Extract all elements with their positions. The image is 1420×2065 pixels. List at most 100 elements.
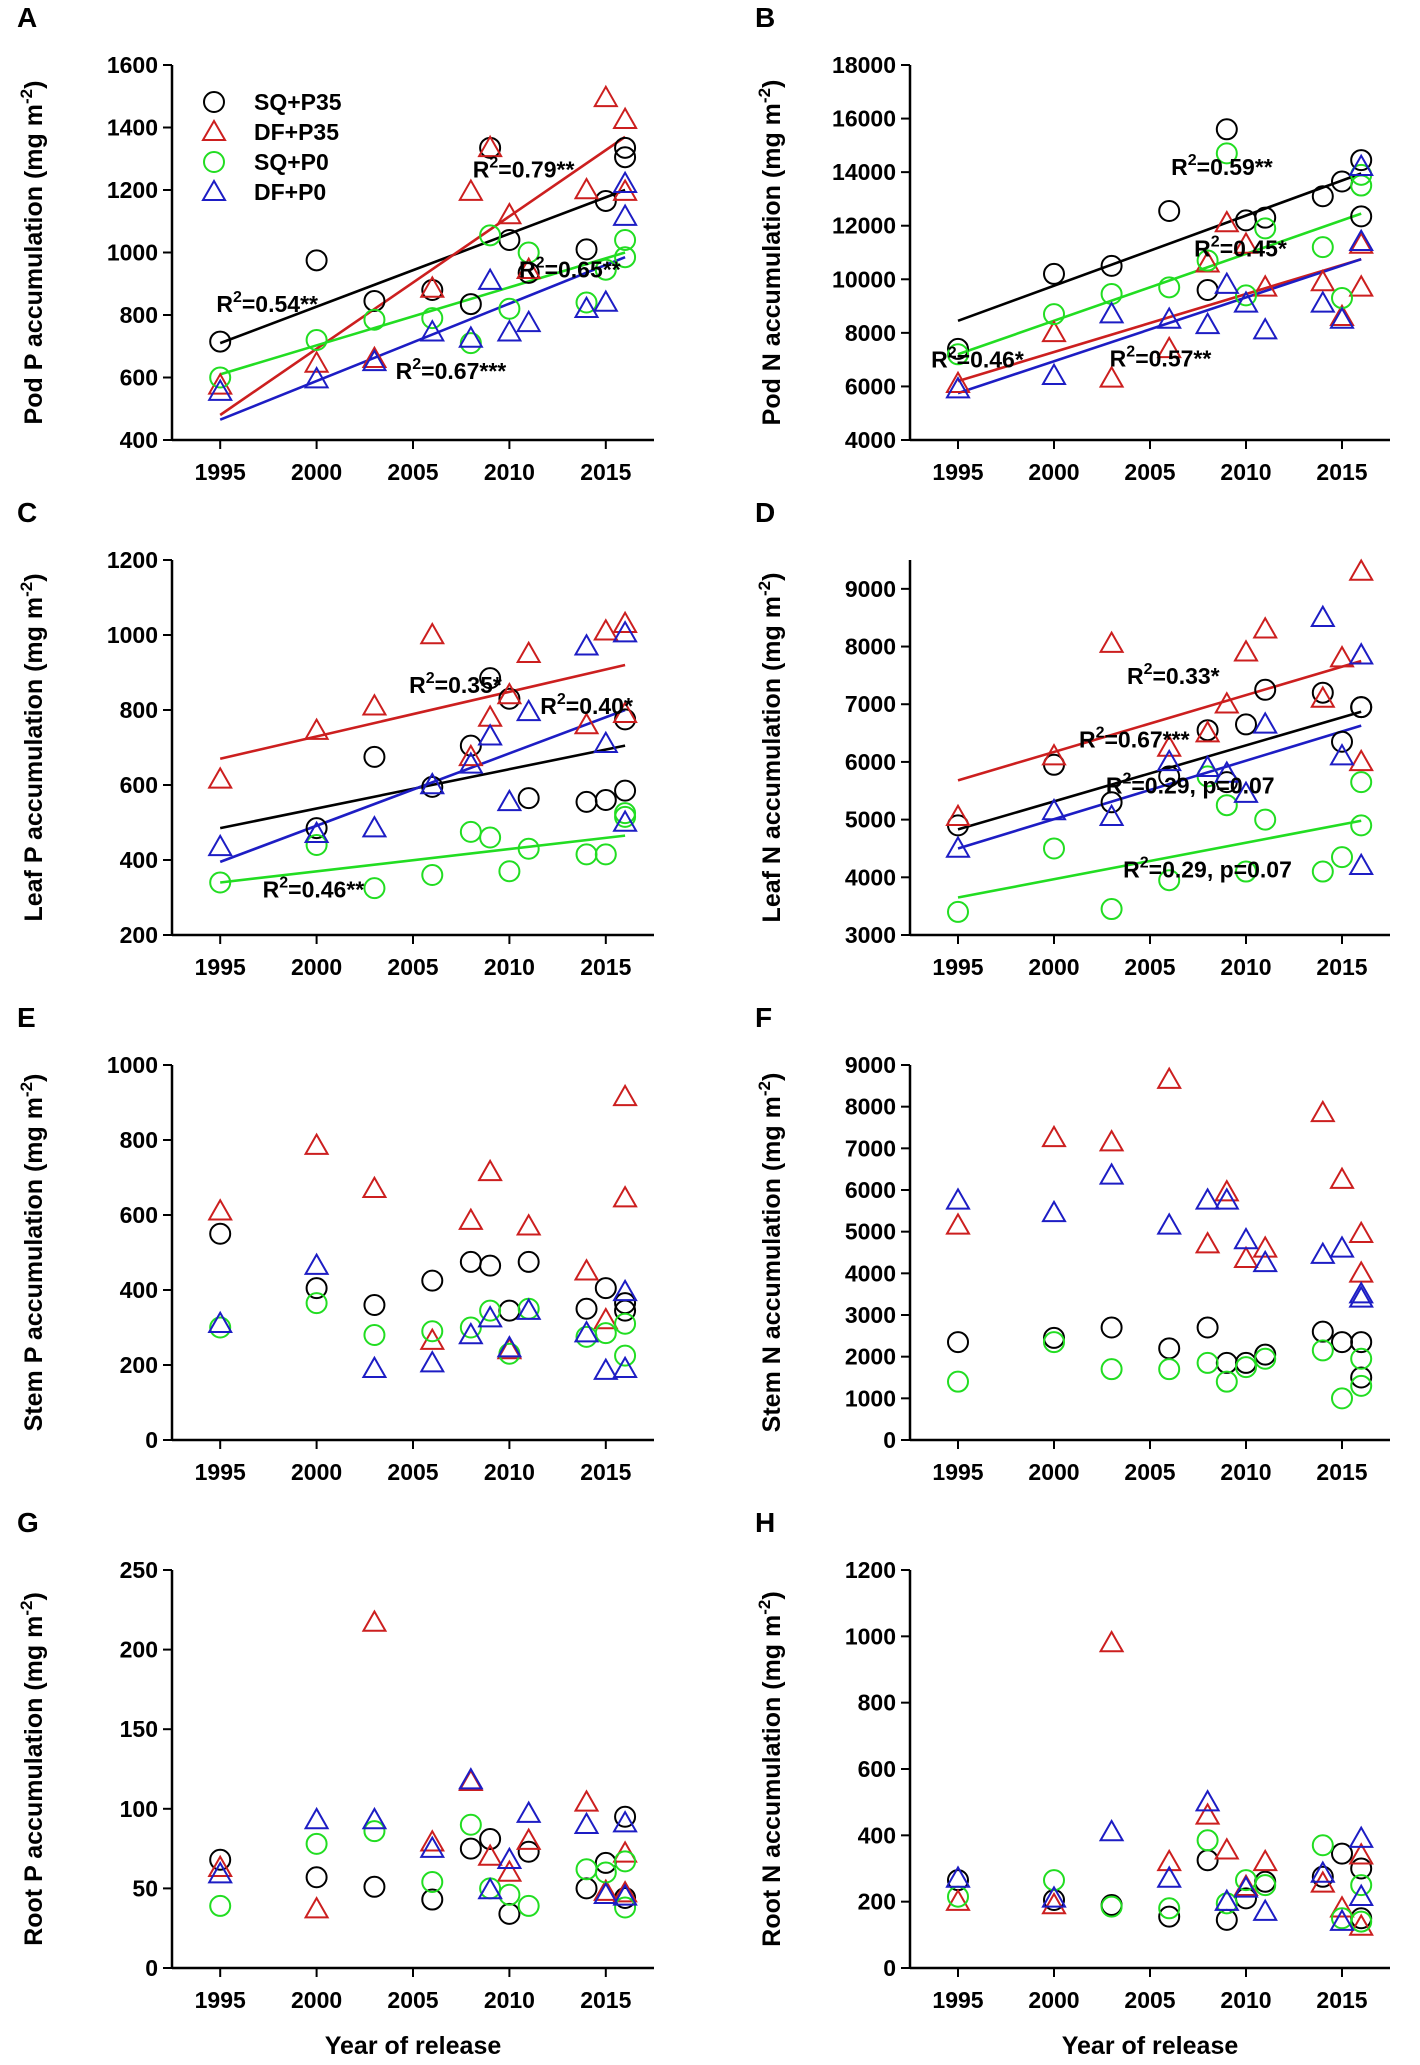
point-df-p35 (593, 618, 619, 641)
x-tick-label: 2005 (1124, 1987, 1175, 2013)
y-tick-label: 600 (120, 365, 158, 391)
legend-label-df-p35: DF+P35 (254, 119, 339, 145)
r2-symbol: R (1110, 345, 1127, 371)
point-sq-p0 (947, 900, 969, 923)
point-sq-p35 (1158, 1905, 1181, 1928)
point-df-p35 (477, 1843, 503, 1866)
point-sq-p0 (614, 1850, 637, 1873)
point-sq-p35 (479, 1828, 502, 1851)
point-sq-p35 (459, 1250, 482, 1273)
x-axis-title: Year of release (1062, 2032, 1239, 2060)
x-tick-label: 1995 (932, 954, 983, 980)
r2-superscript: 2 (1188, 152, 1197, 169)
point-sq-p0 (1350, 771, 1373, 794)
point-sq-p0 (594, 1322, 617, 1345)
point-sq-p0 (459, 332, 482, 355)
point-df-p35 (1041, 1891, 1067, 1915)
y-tick-label: 16000 (832, 106, 896, 132)
point-df-p0 (419, 771, 446, 795)
point-sq-p0 (1331, 846, 1353, 869)
r2-symbol: R (473, 157, 490, 183)
point-sq-p35 (1331, 1842, 1353, 1865)
point-sq-p35 (1100, 1316, 1123, 1339)
point-df-p35 (1329, 645, 1355, 668)
r2-annotation: R2=0.33* (1127, 661, 1220, 689)
point-sq-p35 (1043, 262, 1065, 285)
point-sq-p0 (1254, 1874, 1277, 1897)
point-sq-p0 (1235, 284, 1257, 307)
point-sq-p0 (1196, 1351, 1219, 1374)
point-df-p0 (1214, 1187, 1240, 1210)
point-df-p0 (1329, 1235, 1355, 1258)
point-df-p35 (1156, 335, 1182, 359)
x-tick-label: 2000 (1028, 1459, 1079, 1485)
point-sq-p35 (1043, 1326, 1065, 1349)
x-tick-label: 2000 (1028, 459, 1079, 485)
point-df-p35 (1348, 748, 1374, 772)
point-sq-p35 (575, 1877, 598, 1900)
panel-d: D 3000 4000 5000 6000 7000 8000 9000 1995 2000 200… (755, 497, 1390, 980)
legend-marker-df-p35 (201, 119, 227, 141)
point-sq-p35 (575, 1297, 598, 1320)
panel-label-d: D (755, 497, 775, 528)
point-df-p0 (1252, 317, 1278, 340)
r2-value: =0.67*** (421, 358, 506, 384)
legend-marker-df-p0 (201, 179, 227, 201)
r2-annotation: R2=0.79** (473, 155, 575, 183)
point-df-p0 (515, 1800, 542, 1823)
r2-annotation: R2=0.67*** (1079, 725, 1190, 753)
y-tick-label: 0 (145, 1427, 158, 1453)
r2-value: =0.35* (435, 672, 502, 698)
point-df-p35 (1098, 365, 1125, 388)
point-sq-p35 (498, 1902, 521, 1925)
point-sq-p35 (1158, 199, 1181, 222)
y-tick-label: 800 (120, 1127, 158, 1153)
panel-h: H 0 200 400 600 800 1000 1200 1995 2000 2005 2010 20… (755, 1507, 1390, 2060)
point-sq-p35 (1196, 279, 1219, 301)
point-df-p0 (419, 1350, 446, 1373)
x-tick-label: 2000 (1028, 1987, 1079, 2013)
point-sq-p35 (614, 1805, 637, 1828)
point-df-p35 (515, 256, 542, 279)
point-sq-p35 (1350, 1366, 1373, 1389)
point-sq-p0 (1311, 860, 1334, 883)
point-df-p35 (1156, 1848, 1182, 1872)
point-sq-p35 (1350, 1331, 1373, 1354)
r2-superscript: 2 (489, 155, 498, 172)
point-df-p35 (303, 1132, 330, 1155)
y-tick-label: 1000 (107, 622, 158, 648)
point-df-p0 (458, 1321, 484, 1345)
point-df-p35 (1041, 743, 1067, 766)
y-tick-label: 200 (120, 1352, 158, 1378)
x-tick-label: 2015 (580, 954, 631, 980)
y-axis-title-superscript: -2 (755, 1081, 774, 1096)
y-tick-label: 100 (120, 1796, 158, 1822)
y-tick-label: 3000 (845, 1302, 896, 1328)
point-sq-p0 (575, 843, 598, 866)
point-df-p35 (207, 766, 233, 789)
point-df-p0 (612, 203, 638, 226)
point-df-p35 (515, 1827, 542, 1850)
point-sq-p35 (498, 1299, 521, 1322)
point-sq-p35 (363, 1875, 386, 1898)
point-df-p35 (1194, 1231, 1221, 1254)
point-df-p35 (1214, 691, 1240, 714)
y-tick-label: 200 (120, 1637, 158, 1663)
point-df-p35 (945, 803, 971, 826)
point-sq-p0 (947, 343, 969, 366)
point-df-p35 (1348, 1913, 1374, 1936)
panel-label-b: B (755, 2, 775, 33)
point-sq-p0 (1350, 1874, 1373, 1897)
point-sq-p0 (614, 229, 637, 251)
point-df-p35 (573, 176, 600, 200)
point-df-p35 (1348, 558, 1374, 581)
y-tick-label: 1600 (107, 52, 158, 78)
point-sq-p35 (517, 1840, 540, 1863)
point-sq-p0 (305, 1292, 328, 1315)
r2-annotation: R2=0.40* (540, 691, 633, 719)
point-df-p0 (1214, 760, 1240, 783)
point-df-p0 (573, 1320, 600, 1343)
x-tick-label: 2015 (1316, 1987, 1367, 2013)
point-sq-p35 (421, 775, 444, 798)
point-df-p0 (1252, 1898, 1278, 1921)
